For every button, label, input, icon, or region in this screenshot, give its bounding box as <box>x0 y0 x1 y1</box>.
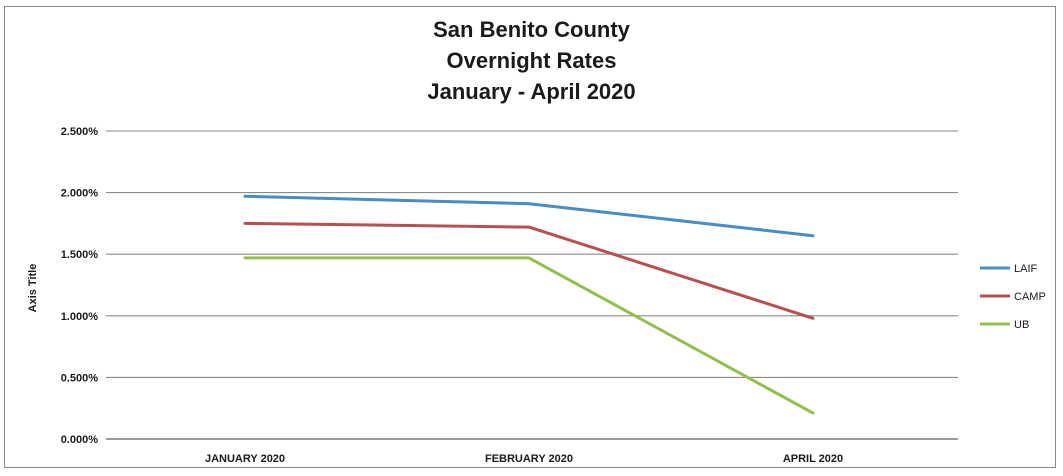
y-tick-label: 0.000% <box>61 434 99 446</box>
legend-label-laif: LAIF <box>1014 263 1038 275</box>
x-category-label: APRIL 2020 <box>783 453 843 465</box>
legend-label-ub: UB <box>1014 319 1029 331</box>
y-tick-label: 1.500% <box>61 249 99 261</box>
legend-label-camp: CAMP <box>1014 291 1046 303</box>
x-category-label: JANUARY 2020 <box>205 453 285 465</box>
series-lines <box>243 194 815 415</box>
series-line-laif <box>243 194 815 238</box>
chart-title-line-3: January - April 2020 <box>427 79 636 104</box>
x-category-label: FEBRUARY 2020 <box>485 453 573 465</box>
y-axis-title: Axis Title <box>27 264 39 313</box>
y-tick-label: 1.000% <box>61 311 99 323</box>
chart-title-line-2: Overnight Rates <box>446 48 617 73</box>
legend: LAIF CAMP UB <box>980 263 1046 331</box>
y-tick-label: 0.500% <box>61 372 99 384</box>
y-tick-labels: 0.000% 0.500% 1.000% 1.500% 2.000% 2.500% <box>61 126 99 446</box>
chart-title-line-1: San Benito County <box>433 17 630 42</box>
y-tick-label: 2.000% <box>61 188 99 200</box>
chart-frame <box>4 6 1056 468</box>
series-line-ub <box>243 256 815 415</box>
x-category-labels: JANUARY 2020 FEBRUARY 2020 APRIL 2020 <box>205 453 843 465</box>
y-tick-label: 2.500% <box>61 126 99 138</box>
chart-title: San Benito County Overnight Rates Januar… <box>0 14 1063 107</box>
gridlines <box>106 130 958 440</box>
series-line-camp <box>243 221 815 320</box>
